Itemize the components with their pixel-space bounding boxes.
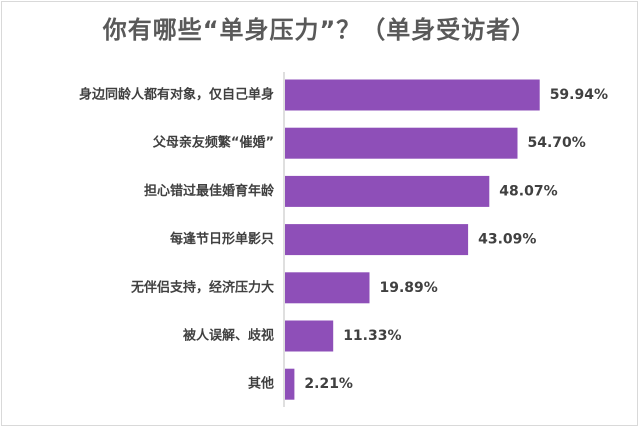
category-label-2: 担心错过最佳婚育年龄 bbox=[144, 183, 275, 199]
value-label-0: 59.94% bbox=[550, 87, 608, 103]
category-label-4: 无伴侣支持，经济压力大 bbox=[130, 279, 274, 295]
bar-2 bbox=[285, 175, 490, 207]
category-label-1: 父母亲友频繁“催婚” bbox=[152, 135, 274, 151]
category-label-0: 身边同龄人都有对象，仅自己单身 bbox=[79, 87, 274, 103]
value-label-4: 19.89% bbox=[380, 280, 438, 296]
value-label-6: 2.21% bbox=[304, 376, 353, 392]
bar-4 bbox=[285, 272, 370, 304]
value-label-3: 43.09% bbox=[478, 232, 536, 248]
bar-5 bbox=[285, 320, 334, 352]
value-label-2: 48.07% bbox=[499, 183, 557, 199]
category-label-6: 其他 bbox=[248, 376, 274, 392]
category-label-5: 被人误解、歧视 bbox=[182, 328, 274, 344]
value-labels: 59.94% 54.70% 48.07% 43.09% 19.89% 11.33% 2.21… bbox=[304, 87, 608, 392]
bars-group bbox=[285, 79, 540, 400]
bar-1 bbox=[285, 127, 518, 159]
value-label-1: 54.70% bbox=[528, 135, 586, 151]
category-label-3: 每逢节日形单影只 bbox=[170, 231, 274, 247]
chart-title: 你有哪些“单身压力”？（单身受访者） bbox=[102, 16, 537, 44]
value-label-5: 11.33% bbox=[343, 328, 401, 344]
bar-6 bbox=[285, 368, 295, 400]
bar-0 bbox=[285, 79, 540, 111]
bar-3 bbox=[285, 224, 469, 256]
